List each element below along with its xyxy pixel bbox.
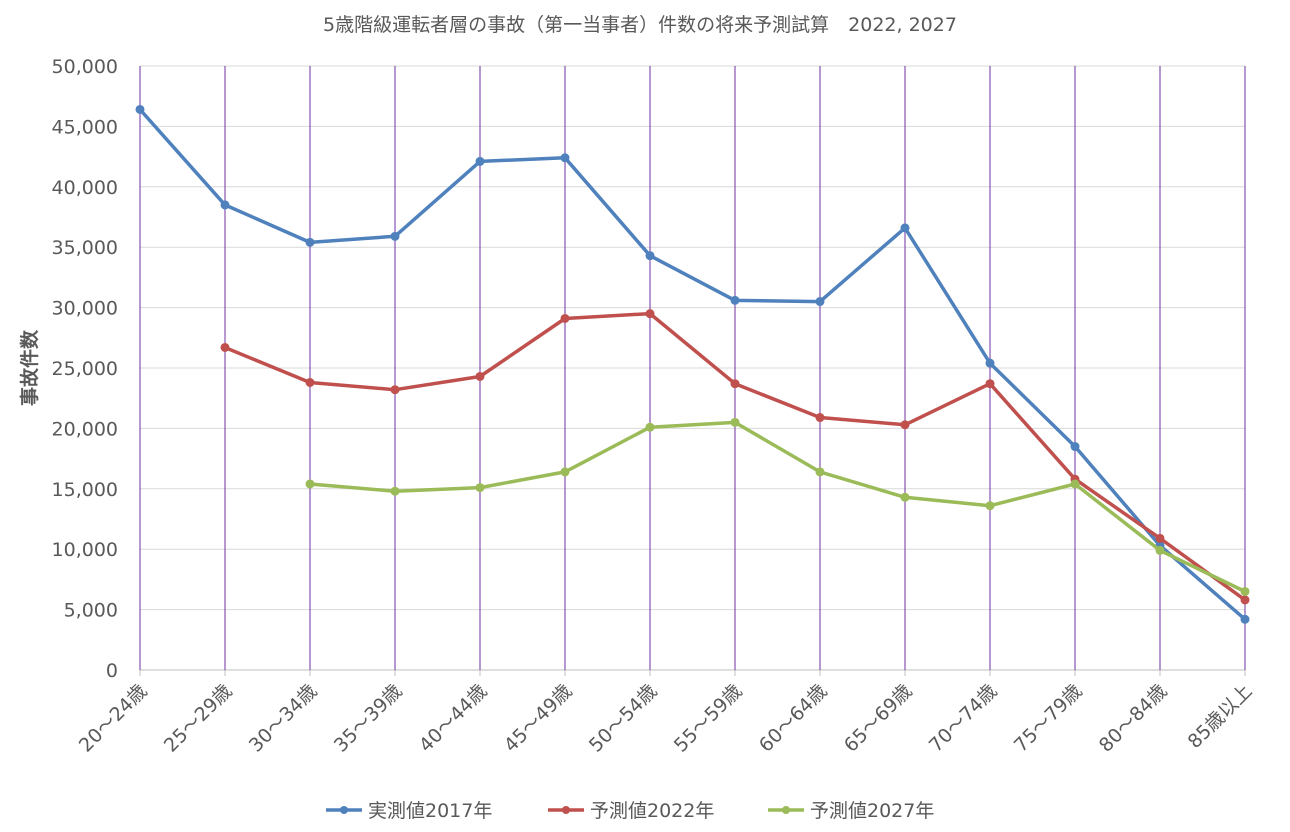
category-lines: [139, 66, 1246, 676]
legend-swatch-marker: [782, 806, 790, 814]
legend-item: 予測値2022年: [548, 800, 714, 822]
series-1: [135, 104, 1250, 624]
chart-title: 5歳階級運転者層の事故（第一当事者）件数の将来予測試算 2022, 2027: [323, 14, 957, 36]
legend-label: 予測値2027年: [810, 800, 934, 822]
x-tick-label: 70～74歳: [925, 680, 1002, 757]
series-3: [305, 417, 1250, 596]
data-point: [900, 492, 910, 502]
data-point: [560, 467, 570, 477]
series: [135, 104, 1250, 624]
y-tick-label: 50,000: [52, 56, 118, 78]
data-point: [730, 295, 740, 305]
data-point: [985, 379, 995, 389]
data-point: [1070, 479, 1080, 489]
data-point: [220, 200, 230, 210]
data-point: [900, 223, 910, 233]
legend-item: 実測値2017年: [326, 800, 492, 822]
y-tick-label: 5,000: [64, 600, 118, 622]
x-tick-label: 35～39歳: [330, 680, 407, 757]
y-tick-label: 25,000: [52, 358, 118, 380]
data-point: [305, 479, 315, 489]
y-tick-label: 10,000: [52, 539, 118, 561]
data-point: [815, 297, 825, 307]
legend: 実測値2017年 予測値2022年 予測値2027年: [326, 800, 934, 822]
data-point: [645, 309, 655, 319]
x-tick-label: 45～49歳: [500, 680, 577, 757]
legend-item: 予測値2027年: [768, 800, 934, 822]
y-tick-label: 30,000: [52, 298, 118, 320]
data-point: [475, 371, 485, 381]
data-point: [305, 377, 315, 387]
data-point: [1070, 442, 1080, 452]
y-tick-label: 0: [106, 660, 118, 682]
legend-label: 予測値2022年: [590, 800, 714, 822]
data-point: [305, 237, 315, 247]
y-tick-label: 35,000: [52, 237, 118, 259]
data-point: [815, 467, 825, 477]
y-tick-label: 15,000: [52, 479, 118, 501]
y-axis-label: 事故件数: [18, 329, 41, 406]
x-tick-labels: 20～24歳 25～29歳 30～34歳 35～39歳 40～44歳 45～49歳 50～5…: [75, 680, 1257, 757]
data-point: [390, 385, 400, 395]
x-tick-label: 20～24歳: [75, 680, 152, 757]
data-point: [475, 483, 485, 493]
x-tick-label: 40～44歳: [415, 680, 492, 757]
data-point: [390, 231, 400, 241]
data-point: [900, 420, 910, 430]
data-point: [985, 358, 995, 368]
data-point: [1155, 545, 1165, 555]
data-point: [730, 417, 740, 427]
data-point: [135, 104, 145, 114]
data-point: [985, 501, 995, 511]
data-point: [1240, 595, 1250, 605]
x-tick-label: 80～84歳: [1095, 680, 1172, 757]
y-tick-label: 20,000: [52, 418, 118, 440]
x-tick-label: 60～64歳: [755, 680, 832, 757]
x-tick-label: 65～69歳: [840, 680, 917, 757]
x-tick-label: 25～29歳: [160, 680, 237, 757]
x-tick-label: 85歳以上: [1184, 680, 1257, 753]
y-tick-label: 45,000: [52, 116, 118, 138]
data-point: [560, 153, 570, 163]
data-point: [730, 379, 740, 389]
data-point: [1240, 586, 1250, 596]
data-point: [220, 342, 230, 352]
data-point: [815, 413, 825, 423]
legend-swatch-marker: [340, 806, 348, 814]
data-point: [1155, 533, 1165, 543]
data-point: [475, 156, 485, 166]
data-point: [1240, 614, 1250, 624]
data-point: [645, 251, 655, 261]
data-point: [560, 313, 570, 323]
series-line: [138, 107, 1247, 622]
y-tick-label: 40,000: [52, 177, 118, 199]
x-tick-label: 75～79歳: [1010, 680, 1087, 757]
y-tick-labels: 0 5,000 10,000 15,000 20,000 25,000 30,000 35,0…: [52, 56, 118, 682]
data-point: [390, 486, 400, 496]
x-tick-label: 50～54歳: [585, 680, 662, 757]
legend-swatch-marker: [562, 806, 570, 814]
x-tick-label: 30～34歳: [245, 680, 322, 757]
x-tick-label: 55～59歳: [670, 680, 747, 757]
legend-label: 実測値2017年: [368, 800, 492, 822]
data-point: [645, 422, 655, 432]
grid: [140, 65, 1245, 671]
series-line: [308, 420, 1247, 594]
